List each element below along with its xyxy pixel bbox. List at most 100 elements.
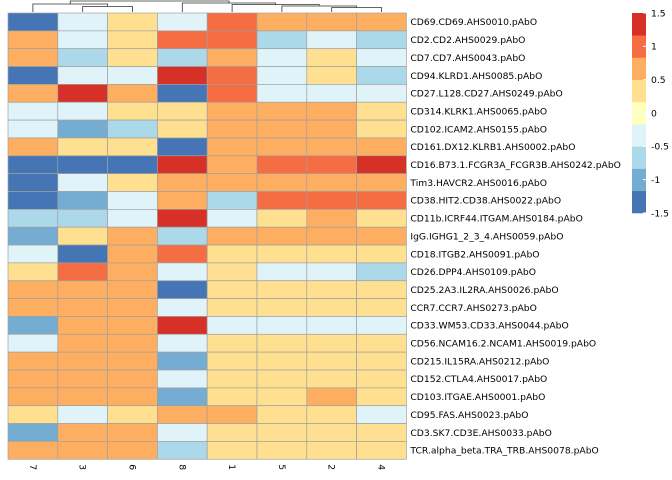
heatmap-cell (57, 209, 108, 228)
row-label: CD94.KLRD1.AHS0085.pAbO (410, 71, 542, 82)
heatmap-cell (7, 101, 59, 121)
legend-color-segment (632, 101, 646, 125)
heatmap-cell (256, 441, 308, 460)
legend-color-segment (632, 57, 646, 80)
heatmap-cell (57, 155, 108, 175)
legend-tick-label: 1 (651, 42, 657, 53)
dendrogram-branch (32, 3, 108, 12)
heatmap-cell (356, 351, 407, 371)
row-label: CCR7.CCR7.AHS0273.pAbO (410, 303, 536, 314)
heatmap-cell (57, 101, 108, 121)
heatmap-cell (157, 66, 208, 85)
column-label: 3 (77, 464, 88, 470)
heatmap-cell (107, 191, 158, 210)
row-label: CD2.CD2.AHS0029.pAbO (410, 35, 525, 46)
heatmap-cell (356, 66, 407, 85)
heatmap-cell (306, 119, 357, 139)
legend-color-segment (632, 79, 646, 103)
heatmap-cell (107, 66, 158, 85)
heatmap-cell (7, 298, 59, 317)
heatmap-cell (256, 119, 308, 139)
heatmap-cell (256, 405, 308, 424)
heatmap-cell (256, 48, 308, 67)
heatmap-cell (57, 30, 108, 50)
heatmap-cell (356, 30, 407, 50)
heatmap-cell (57, 66, 108, 85)
column-labels: 7 3 6 8 1 5 2 4 (27, 464, 387, 470)
heatmap-cell (157, 48, 208, 67)
heatmap-cell (206, 262, 258, 282)
heatmap-cell (57, 441, 108, 460)
row-label: CD33.WM53.CD33.AHS0044.pAbO (410, 321, 568, 332)
heatmap-cell (57, 12, 108, 32)
row-label: CD38.HIT2.CD38.AHS0022.pAbO (410, 196, 561, 207)
heatmap-cell (57, 173, 108, 192)
heatmap-cell (206, 441, 258, 460)
legend-tick-label: -0.5 (651, 142, 669, 153)
heatmap-cell (157, 244, 208, 264)
heatmap-cell (356, 298, 407, 317)
heatmap-cell (206, 387, 258, 407)
row-label: CD11b.ICRF44.ITGAM.AHS0184.pAbO (410, 214, 582, 225)
heatmap-cell (157, 351, 208, 371)
legend-color-segment (632, 190, 646, 214)
heatmap-cell (157, 101, 208, 121)
row-label: CD25.2A3.IL2RA.AHS0026.pAbO (410, 285, 558, 296)
heatmap-cell (306, 30, 357, 50)
heatmap-cell (306, 244, 357, 264)
heatmap-cell (306, 298, 357, 317)
heatmap-cell (107, 369, 158, 389)
heatmap-cell (206, 351, 258, 371)
heatmap-cell (7, 66, 59, 85)
heatmap-cell (7, 155, 59, 175)
heatmap-cell (57, 84, 108, 103)
heatmap-cell (206, 173, 258, 192)
row-label: CD314.KLRK1.AHS0065.pAbO (410, 106, 547, 117)
legend-tick-label: 0.5 (651, 75, 666, 86)
heatmap-cell (206, 30, 258, 50)
heatmap-cell (157, 369, 208, 389)
heatmap-cell (57, 387, 108, 407)
heatmap-cells (7, 12, 407, 460)
heatmap-cell (107, 12, 158, 32)
heatmap-cell (206, 423, 258, 442)
row-label: CD161.DX12.KLRB1.AHS0002.pAbO (410, 142, 575, 153)
heatmap-cell (356, 84, 407, 103)
heatmap-cell (107, 262, 158, 282)
heatmap-cell (306, 226, 357, 246)
heatmap-cell (206, 155, 258, 175)
heatmap-cell (206, 280, 258, 299)
heatmap-cell (306, 137, 357, 157)
heatmap-cell (107, 101, 158, 121)
heatmap-cell (157, 226, 208, 246)
heatmap-cell (256, 387, 308, 407)
heatmap-cell (206, 84, 258, 103)
row-label: CD69.CD69.AHS0010.pAbO (410, 17, 537, 28)
heatmap-cell (7, 191, 59, 210)
heatmap-cell (57, 316, 108, 335)
heatmap-cell (107, 119, 158, 139)
legend-tick-label: 0 (651, 108, 657, 119)
heatmap-cell (107, 298, 158, 317)
heatmap-cell (57, 280, 108, 299)
column-label: 8 (176, 464, 187, 470)
column-label: 5 (276, 464, 287, 470)
legend-color-segment (632, 146, 646, 169)
heatmap-cell (206, 405, 258, 424)
heatmap-cell (306, 84, 357, 103)
heatmap-cell (256, 84, 308, 103)
heatmap-cell (157, 387, 208, 407)
heatmap-cell (7, 30, 59, 50)
heatmap-cell (356, 191, 407, 210)
heatmap-cell (157, 316, 208, 335)
legend-color-segment (632, 168, 646, 192)
row-label: CD56.NCAM16.2.NCAM1.AHS0019.pAbO (410, 339, 596, 350)
heatmap-cell (256, 137, 308, 157)
heatmap-cell (7, 387, 59, 407)
heatmap-cell (157, 12, 208, 32)
row-label: CD26.DPP4.AHS0109.pAbO (410, 267, 536, 278)
heatmap-cell (7, 316, 59, 335)
column-label: 7 (27, 464, 38, 470)
heatmap-cell (157, 119, 208, 139)
